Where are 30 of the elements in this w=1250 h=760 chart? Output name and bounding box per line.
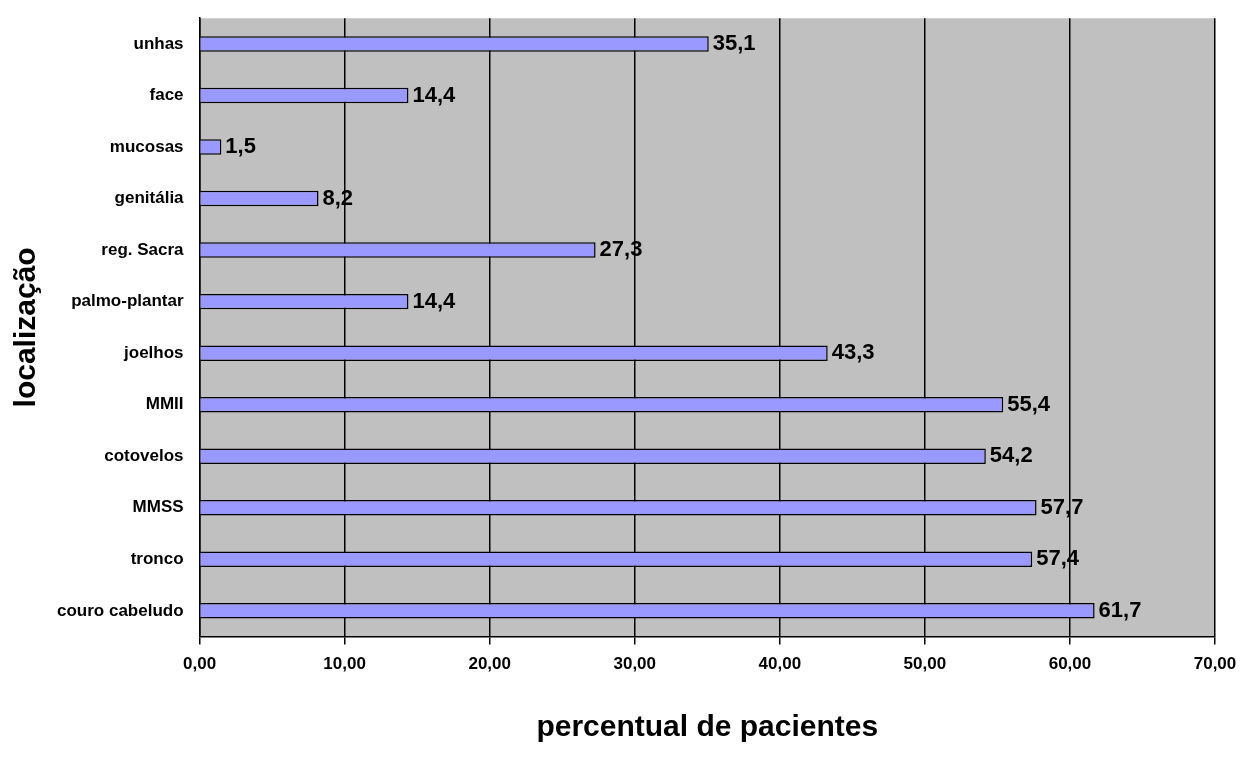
x-tick-label: 10,00 [323, 654, 366, 674]
y-tick-label: joelhos [123, 342, 184, 362]
y-tick-label: palmo-plantar [71, 291, 184, 311]
x-axis-title: percentual de pacientes [536, 709, 879, 743]
x-tick-label: 0,00 [183, 654, 217, 674]
y-tick-label: tronco [130, 548, 184, 568]
x-tick-label: 60,00 [1048, 654, 1092, 674]
y-axis-title: localização [8, 247, 42, 408]
y-tick-label: cotovelos [104, 445, 184, 465]
x-tick-label: 40,00 [758, 654, 802, 674]
data-label: 35,1 [712, 30, 756, 56]
y-tick-label: genitália [114, 188, 185, 208]
data-label: 1,5 [225, 133, 256, 159]
x-tick-label: 50,00 [903, 654, 947, 674]
x-tick-label: 30,00 [613, 654, 657, 674]
data-label: 61,7 [1098, 596, 1142, 622]
data-label: 55,4 [1007, 390, 1051, 416]
y-tick-label: unhas [133, 33, 184, 53]
x-tick-label: 70,00 [1193, 654, 1237, 674]
data-label: 14,4 [412, 81, 457, 107]
x-tick-label: 20,00 [468, 654, 511, 674]
y-tick-label: MMII [145, 394, 184, 414]
y-tick-label: mucosas [109, 136, 184, 156]
data-label: 14,4 [412, 287, 457, 313]
y-tick-label: couro cabeludo [56, 600, 184, 620]
y-tick-label: MMSS [132, 497, 184, 517]
data-label: 43,3 [831, 339, 875, 365]
data-label: 54,2 [989, 442, 1033, 468]
y-tick-label: reg. Sacra [101, 239, 185, 259]
y-tick-label: face [149, 85, 184, 105]
